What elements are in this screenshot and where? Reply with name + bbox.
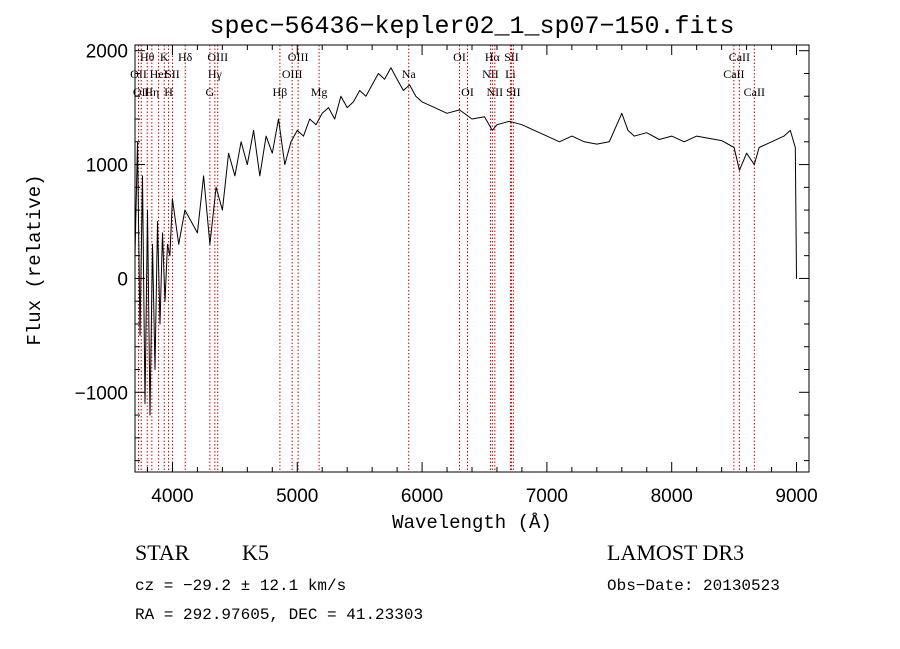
y-tick-label: 0 [117, 269, 128, 290]
line-marker-label: OI [453, 50, 466, 64]
obs-date: Obs−Date: 20130523 [607, 577, 780, 595]
line-marker-label: OIII [288, 50, 309, 64]
line-marker-label: K [160, 50, 169, 64]
line-marker-label: Hθ [140, 50, 155, 64]
spectral-subclass: K5 [242, 540, 269, 565]
chart-title: spec−56436−kepler02_1_sp07−150.fits [209, 12, 734, 41]
spectral-line-markers: OII OII Hθ Hη HeI K H SII Hδ G Hγ OIII Hβ OIII OIII Mg N… [130, 45, 765, 472]
line-marker-label: Mg [311, 85, 328, 99]
axis-ticks: 4000 5000 6000 7000 8000 9000 2000 1000 0 −1000 [75, 42, 818, 507]
line-marker-label: CaII [729, 50, 750, 64]
coordinates-text: RA = 292.97605, DEC = 41.23303 [135, 606, 423, 624]
line-marker-label: OI [461, 85, 474, 99]
line-marker-label: Hη [144, 85, 159, 99]
line-marker-label: Hγ [208, 67, 223, 81]
line-marker-label: OIII [207, 50, 228, 64]
line-marker-label: H [164, 85, 173, 99]
line-marker-label: SII [506, 85, 521, 99]
x-tick-label: 7000 [526, 486, 568, 507]
line-marker-label: CaII [744, 85, 765, 99]
x-tick-label: 6000 [401, 486, 443, 507]
redshift-text: cz = −29.2 ± 12.1 km/s [135, 577, 346, 595]
y-tick-label: −1000 [75, 383, 128, 404]
line-marker-label: Hβ [273, 85, 288, 99]
survey-name: LAMOST DR3 [607, 540, 744, 565]
spectrum-series [134, 67, 798, 416]
x-tick-label: 4000 [151, 486, 193, 507]
line-marker-label: NII [482, 67, 499, 81]
x-tick-label: 5000 [276, 486, 318, 507]
object-class: STAR [135, 540, 190, 565]
y-tick-label: 2000 [86, 42, 128, 63]
spectrum-line [134, 67, 798, 416]
x-tick-label: 9000 [775, 486, 817, 507]
x-tick-label: 8000 [651, 486, 693, 507]
line-marker-label: HeI [150, 67, 168, 81]
x-axis-label: Wavelength (Å) [392, 512, 552, 534]
line-marker-label: OII [133, 85, 150, 99]
line-marker-label: NII [487, 85, 504, 99]
line-marker-label: Hα [485, 50, 501, 64]
plot-frame [134, 44, 810, 473]
line-marker-label: CaII [723, 67, 744, 81]
line-marker-label: SII [165, 67, 180, 81]
y-axis-label: Flux (relative) [24, 174, 46, 345]
line-marker-label: SII [504, 50, 519, 64]
line-marker-label: Na [402, 67, 417, 81]
y-tick-label: 1000 [86, 156, 128, 177]
line-marker-label: OII [130, 67, 147, 81]
line-marker-label: G [206, 85, 215, 99]
line-marker-label: OIII [282, 67, 303, 81]
line-marker-label: Hδ [178, 50, 193, 64]
line-marker-label: Li [505, 67, 516, 81]
